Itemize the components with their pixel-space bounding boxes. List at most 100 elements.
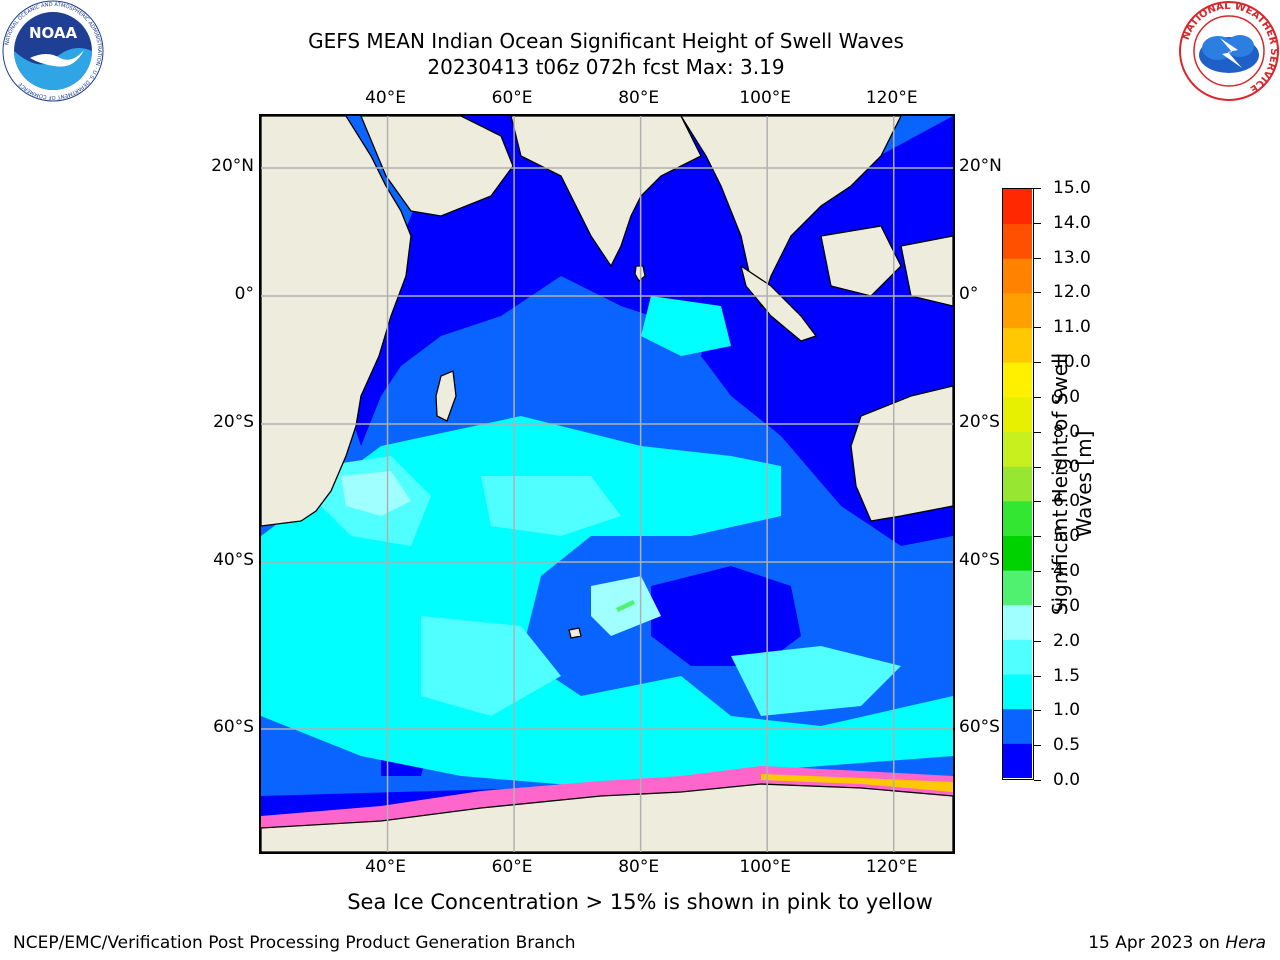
- lat-tick-left: 0°: [234, 284, 254, 304]
- lon-tick-top: 60°E: [491, 88, 533, 108]
- land-new-guinea-frag: [900, 235, 953, 307]
- region-low-southcentral: [651, 566, 801, 666]
- colorbar-tickmark: [1034, 327, 1041, 329]
- colorbar-tick-label: 0.5: [1053, 735, 1081, 756]
- colorbar-swatch: [1003, 258, 1032, 294]
- lon-tick-top: 120°E: [865, 88, 918, 108]
- land-madagascar: [435, 370, 457, 422]
- colorbar-tickmark: [1034, 605, 1041, 607]
- colorbar-tickmark: [1034, 362, 1041, 364]
- colorbar-tickmark: [1034, 745, 1041, 747]
- chart-subtitle: 20230413 t06z 072h fcst Max: 3.19: [427, 55, 785, 79]
- land-southeast-asia: [680, 116, 902, 308]
- colorbar-swatches: [1003, 189, 1032, 779]
- lat-tick-left: 20°S: [213, 412, 254, 432]
- colorbar-tickmark: [1034, 466, 1041, 468]
- colorbar-tick-label: 12.0: [1053, 282, 1091, 303]
- lon-tick-bottom: 80°E: [618, 857, 660, 877]
- colorbar-tick-label: 14.0: [1053, 212, 1091, 233]
- colorbar-tickmark: [1034, 710, 1041, 712]
- lon-tick-bottom: 60°E: [491, 857, 533, 877]
- lon-tick-top: 40°E: [365, 88, 406, 108]
- colorbar-swatch: [1003, 500, 1032, 536]
- region-max-sw-core: [341, 471, 411, 516]
- colorbar-swatch: [1003, 604, 1032, 640]
- colorbar-tick-label: 9.0: [1053, 386, 1081, 407]
- lat-tick-right: 20°S: [959, 412, 1000, 432]
- swell-height-map: [261, 116, 953, 852]
- colorbar-tickmark: [1034, 188, 1041, 189]
- lat-tick-right: 40°S: [959, 550, 1000, 570]
- lat-tick-right: 0°: [959, 284, 979, 304]
- sea-ice-yellow: [761, 774, 953, 792]
- lat-tick-left: 60°S: [213, 717, 254, 737]
- svg-text:NOAA: NOAA: [29, 24, 78, 42]
- colorbar-tick-label: 4.0: [1053, 561, 1081, 582]
- region-high-central-patch: [481, 476, 621, 536]
- colorbar-swatch: [1003, 431, 1032, 467]
- colorbar-tick-label: 15.0: [1053, 178, 1091, 198]
- colorbar: [1002, 188, 1034, 780]
- map-panel: [259, 114, 955, 854]
- sea-ice-caption: Sea Ice Concentration > 15% is shown in …: [347, 890, 933, 914]
- lat-tick-right: 60°S: [959, 717, 1000, 737]
- land-arabia: [360, 116, 514, 217]
- lat-tick-left: 20°N: [211, 156, 254, 176]
- colorbar-tickmark: [1034, 431, 1041, 433]
- region-high-se-patch: [731, 646, 901, 716]
- chart-title: GEFS MEAN Indian Ocean Significant Heigh…: [308, 29, 904, 53]
- nws-logo-icon: NATIONAL WEATHER SERVICE: [1178, 0, 1280, 102]
- colorbar-swatch: [1003, 570, 1032, 606]
- land-india: [510, 116, 702, 268]
- lon-tick-bottom: 100°E: [739, 857, 792, 877]
- noaa-logo-icon: NOAA NATIONAL OCEANIC AND ATMOSPHERIC AD…: [2, 0, 104, 102]
- footer-date-text: 15 Apr 2023 on: [1088, 933, 1226, 953]
- colorbar-tickmark: [1034, 292, 1041, 294]
- map-gridlines: [261, 116, 953, 852]
- region-high-south-patch: [421, 616, 561, 716]
- colorbar-swatch: [1003, 674, 1032, 710]
- colorbar-tick-label: 8.0: [1053, 421, 1081, 442]
- colorbar-tickmark: [1034, 536, 1041, 538]
- colorbar-tick-label: 7.0: [1053, 456, 1081, 477]
- colorbar-tick-label: 3.0: [1053, 595, 1081, 616]
- colorbar-swatch: [1003, 535, 1032, 571]
- colorbar-tickmark: [1034, 780, 1041, 781]
- colorbar-swatch: [1003, 223, 1032, 259]
- footer-credit: NCEP/EMC/Verification Post Processing Pr…: [13, 933, 576, 953]
- colorbar-label: Significant Height of Swell Waves [m]: [1048, 352, 1096, 616]
- colorbar-tick-label: 6.0: [1053, 491, 1081, 512]
- region-max-green-streak: [616, 600, 635, 612]
- lat-tick-left: 40°S: [213, 550, 254, 570]
- lon-tick-bottom: 120°E: [865, 857, 918, 877]
- colorbar-tick-label: 5.0: [1053, 526, 1081, 547]
- colorbar-tick-label: 2.0: [1053, 630, 1081, 651]
- colorbar-tick-label: 11.0: [1053, 317, 1091, 338]
- colorbar-tickmark: [1034, 640, 1041, 642]
- colorbar-swatch: [1003, 189, 1032, 225]
- colorbar-swatch: [1003, 639, 1032, 675]
- colorbar-swatch: [1003, 292, 1032, 329]
- colorbar-tick-label: 0.0: [1053, 770, 1081, 790]
- lon-tick-top: 80°E: [618, 88, 660, 108]
- colorbar-tick-label: 10.0: [1053, 352, 1091, 373]
- region-mid-central-plume: [641, 296, 731, 356]
- colorbar-swatch: [1003, 396, 1032, 433]
- land-kerguelen: [568, 627, 582, 639]
- footer-host: Hera: [1225, 933, 1266, 953]
- colorbar-swatch: [1003, 327, 1032, 363]
- colorbar-tickmark: [1034, 396, 1041, 398]
- colorbar-tickmark: [1034, 501, 1041, 503]
- colorbar-tick-label: 1.5: [1053, 665, 1081, 686]
- footer-date: 15 Apr 2023 on Hera: [1088, 933, 1266, 953]
- land-australia: [850, 385, 953, 522]
- colorbar-tickmark: [1034, 222, 1041, 224]
- colorbar-swatch: [1003, 466, 1032, 502]
- colorbar-tickmark: [1034, 571, 1041, 573]
- colorbar-tickmark: [1034, 257, 1041, 259]
- land-sumatra: [739, 264, 818, 342]
- colorbar-tickmark: [1034, 675, 1041, 677]
- colorbar-tick-label: 13.0: [1053, 247, 1091, 268]
- lon-tick-bottom: 40°E: [365, 857, 406, 877]
- lon-tick-top: 100°E: [739, 88, 792, 108]
